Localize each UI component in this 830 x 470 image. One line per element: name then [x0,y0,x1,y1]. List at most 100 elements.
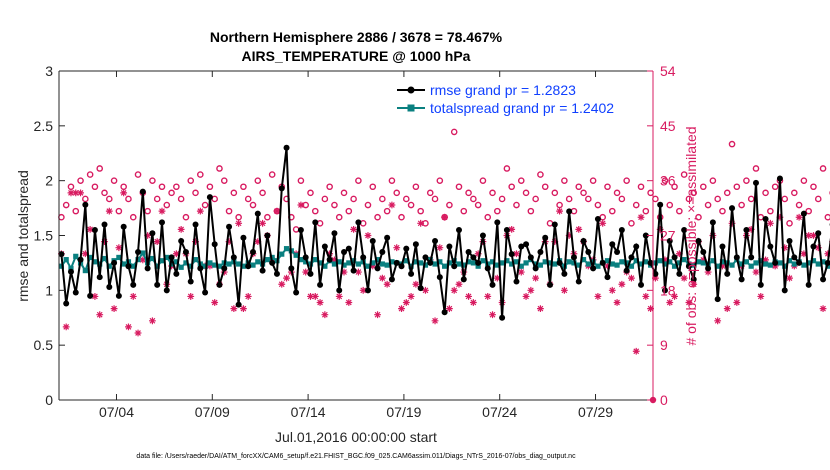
totalspread-point [236,261,242,267]
totalspread-point [68,265,74,271]
obs-possible-point [101,189,108,197]
totalspread-point [820,259,826,265]
rmse-point [302,254,309,261]
rmse-point [518,243,525,250]
obs-assimilated-point [340,268,348,276]
totalspread-point [801,262,807,268]
rmse-point [537,248,544,255]
obs-possible-point [326,183,333,191]
totalspread-point [767,262,773,268]
rmse-point [288,265,295,272]
rmse-point [824,259,830,266]
rmse-point [178,237,185,244]
obs-assimilated-point [283,274,290,282]
totalspread-point [729,262,735,268]
rmse-point [360,254,367,261]
rmse-point [671,254,678,261]
obs-possible-point [350,195,357,203]
totalspread-point [279,251,285,257]
obs-assimilated-point [675,250,683,258]
obs-assimilated-point [316,299,324,306]
rmse-point [87,292,94,299]
totalspread-point [202,263,208,269]
obs-possible-point [311,207,319,215]
obs-assimilated-point [800,250,808,258]
totalspread-point [446,260,453,266]
rmse-point [652,270,659,277]
obs-possible-point [585,195,592,203]
obs-possible-point [580,189,587,197]
obs-assimilated-point [297,201,305,209]
obs-possible-point [652,195,659,203]
obs-possible-point [125,195,132,203]
obs-assimilated-point [345,299,353,306]
totalspread-point [691,262,697,268]
obs-assimilated-point [335,293,343,300]
rmse-point [77,256,84,263]
right-y-ticks: 0 9 18 27 36 45 54 [647,63,676,408]
right-tick-label: 45 [660,118,676,134]
obs-assimilated-point [149,317,156,325]
rmse-point [724,270,731,277]
rmse-point [705,265,712,272]
obs-possible-point [494,207,501,215]
obs-assimilated-point [206,262,214,270]
obs-assimilated-point [326,250,334,258]
obs-assimilated-point [244,293,252,300]
rmse-point [139,188,146,195]
obs-possible-point [565,195,573,203]
obs-assimilated-point [91,293,99,300]
rmse-line [60,147,830,318]
obs-assimilated-point [422,286,429,294]
rmse-point [714,296,721,303]
rmse-point [556,259,563,266]
obs-possible-point [474,201,482,209]
obs-possible-point [187,177,195,184]
obs-possible-point [709,177,717,184]
rmse-point [757,281,764,288]
rmse-point [111,259,118,266]
totalspread-point [571,260,577,266]
rmse-point [120,223,127,230]
rmse-point [695,237,702,244]
obs-possible-point [201,201,209,209]
obs-possible-point [77,177,84,184]
totalspread-point [609,261,615,267]
obs-possible-point [671,183,678,191]
rmse-point [503,227,510,234]
obs-assimilated-point [560,286,568,294]
rmse-point [738,276,745,283]
rmse-point [158,219,165,226]
chart-subtitle: AIRS_TEMPERATURE @ 1000 hPa [242,48,471,64]
rmse-point [460,276,467,283]
totalspread-point [657,258,663,264]
totalspread-point [188,263,194,269]
obs-assimilated-point [628,274,635,282]
y-axis-label-right: # of obs: o=possible; ×=assimilated [683,126,699,345]
obs-possible-point [661,177,669,184]
obs-assimilated-point [374,311,381,319]
obs-assimilated-point [819,305,827,313]
legend-background [391,80,645,120]
totalspread-point [87,254,93,261]
obs-possible-point [297,177,305,184]
obs-assimilated-point [728,219,736,227]
rmse-point [144,265,151,272]
obs-possible-point [182,213,190,221]
obs-assimilated-point [719,262,726,270]
obs-possible-point [517,177,525,184]
obs-possible-point [800,177,808,184]
obs-assimilated-point [810,232,817,239]
rmse-point [594,216,601,223]
totalspread-point [101,255,108,262]
rmse-point [422,254,429,261]
obs-assimilated-point [235,219,243,227]
obs-assimilated-point [187,293,195,300]
obs-assimilated-point [139,256,147,264]
obs-assimilated-point [72,189,80,197]
totalspread-point [504,258,510,264]
totalspread-point [494,262,500,268]
totalspread-point [533,261,539,267]
obs-possible-point [613,189,621,197]
obs-assimilated-point [532,274,540,282]
